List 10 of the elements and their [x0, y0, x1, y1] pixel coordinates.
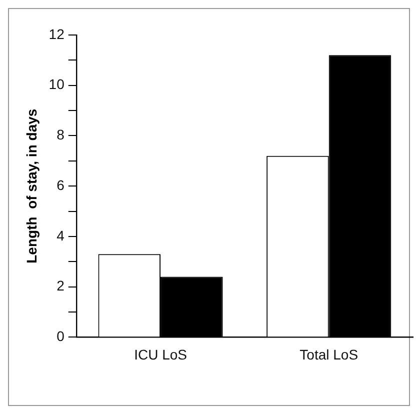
y-tick-label: 4 [56, 227, 65, 244]
y-tick-label: 2 [56, 278, 65, 294]
y-tick-label: 8 [56, 126, 65, 143]
x-tick-label: Total LoS [300, 346, 358, 362]
x-tick-label: ICU LoS [134, 346, 187, 362]
y-axis-title: Length of stay, in days [23, 108, 40, 264]
y-tick-label: 10 [48, 76, 65, 92]
y-tick-label: 0 [56, 328, 65, 344]
y-tick-label: 6 [56, 176, 65, 193]
y-tick-label: 12 [48, 26, 65, 42]
